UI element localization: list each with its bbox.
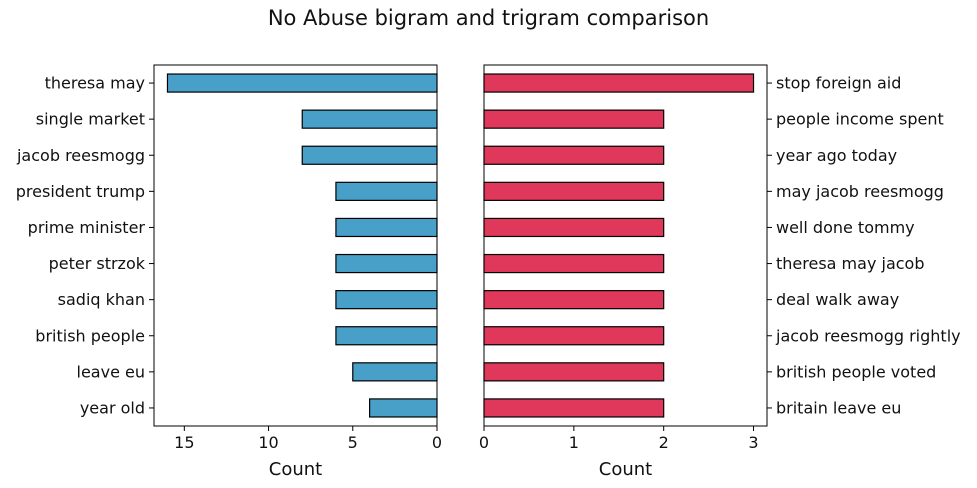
trigram-category-label: british people voted: [776, 362, 936, 381]
trigram-x-tick-label: 0: [479, 433, 489, 452]
trigram-category-label: theresa may jacob: [776, 254, 925, 273]
trigram-bar: [483, 217, 665, 238]
bigram-x-tick-label: 15: [174, 433, 194, 452]
bigram-category-label: president trump: [16, 182, 145, 201]
trigram-x-axis-label: Count: [599, 459, 652, 480]
trigram-category-label: jacob reesmogg rightly: [775, 326, 961, 345]
trigram-category-label: people income spent: [776, 110, 944, 129]
bigram-category-label: leave eu: [77, 362, 145, 381]
bigram-bar: [352, 362, 438, 382]
trigram-x-tick-label: 2: [659, 433, 669, 452]
bigram-x-axis-label: Count: [269, 459, 322, 480]
bigram-category-label: peter strzok: [49, 254, 146, 273]
trigram-bar: [483, 73, 755, 93]
bigram-x-tick-label: 10: [258, 433, 278, 452]
trigram-x-tick-label: 1: [569, 433, 579, 452]
trigram-category-label: stop foreign aid: [776, 74, 901, 93]
bigram-bar: [335, 326, 438, 346]
bigram-category-label: sadiq khan: [58, 290, 145, 309]
bigram-bar: [335, 290, 438, 310]
trigram-bar: [483, 326, 665, 346]
trigram-bar: [483, 109, 665, 129]
bigram-bar: [301, 145, 438, 165]
bigram-category-label: single market: [36, 110, 145, 129]
trigram-category-label: deal walk away: [776, 290, 899, 309]
chart-title: No Abuse bigram and trigram comparison: [267, 6, 710, 30]
bigram-category-label: jacob reesmogg: [16, 146, 145, 165]
bigram-category-label: british people: [35, 326, 145, 345]
bigram-bar: [335, 253, 438, 274]
bigram-category-label: theresa may: [45, 74, 145, 93]
bigram-bar: [335, 181, 438, 201]
bigram-bar: [335, 217, 438, 238]
trigram-category-label: britain leave eu: [776, 398, 901, 417]
trigram-category-label: may jacob reesmogg: [776, 182, 944, 201]
bigram-bar: [301, 109, 438, 129]
trigram-bar: [483, 398, 665, 418]
trigram-bar: [483, 362, 665, 382]
trigram-category-label: year ago today: [776, 146, 897, 165]
bigram-category-label: year old: [80, 398, 145, 417]
trigram-bar: [483, 181, 665, 201]
trigram-bar: [483, 290, 665, 310]
trigram-x-tick-label: 3: [748, 433, 758, 452]
bigram-x-tick-label: 5: [348, 433, 358, 452]
trigram-bar: [483, 253, 665, 274]
bigram-category-label: prime minister: [28, 218, 146, 237]
trigram-bar: [483, 145, 665, 165]
bigram-bar: [166, 73, 438, 93]
trigram-axes-frame: [483, 64, 768, 427]
trigram-category-label: well done tommy: [776, 218, 915, 237]
bigram-bar: [369, 398, 438, 418]
bigram-axes-frame: [153, 64, 438, 427]
bigram-x-tick-label: 0: [432, 433, 442, 452]
